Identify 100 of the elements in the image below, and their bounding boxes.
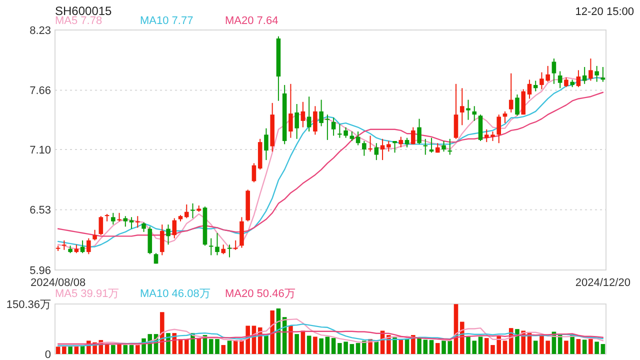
bar [331, 338, 336, 354]
line-series [57, 330, 604, 345]
text: MA5 39.91万 [55, 288, 120, 300]
y-tick-label: 5.96 [30, 264, 51, 277]
bar [392, 337, 397, 354]
y-tick-label: 6.53 [30, 204, 51, 217]
candlestick [190, 202, 195, 219]
bar [576, 339, 581, 354]
candlestick [374, 142, 379, 161]
bar [313, 336, 318, 354]
chart-subtitle: 12-20 15:00 [575, 6, 634, 18]
candlestick [92, 229, 97, 241]
candlestick [594, 65, 599, 82]
candlestick [86, 238, 91, 255]
bar [129, 345, 134, 354]
bar [423, 340, 428, 354]
candlestick [160, 224, 164, 256]
bar [564, 340, 568, 354]
candlestick [588, 58, 593, 82]
candlestick [466, 99, 470, 120]
bar [600, 344, 606, 354]
bar [350, 344, 354, 354]
candlestick [368, 135, 372, 152]
candlestick [264, 128, 268, 161]
candlestick [331, 117, 336, 136]
bar [417, 337, 422, 354]
bar [184, 339, 189, 354]
candlestick [460, 88, 464, 126]
candlestick [515, 94, 520, 116]
candlestick [576, 70, 581, 88]
text: MA10 7.77 [140, 15, 194, 27]
candlestick [123, 216, 128, 228]
bar [136, 345, 140, 354]
bar [502, 340, 508, 354]
candlestick [306, 96, 312, 132]
candlestick [350, 131, 354, 142]
bar [319, 338, 324, 354]
bar [264, 336, 268, 354]
candlestick [442, 140, 446, 152]
bar [356, 343, 360, 354]
candlestick [558, 70, 562, 89]
candlestick [80, 240, 85, 254]
bar [111, 345, 116, 354]
candlestick [142, 222, 146, 232]
bar [435, 343, 440, 354]
bar [306, 336, 312, 354]
candlestick [252, 162, 256, 183]
candlestick [423, 138, 428, 156]
candlestick [454, 83, 458, 140]
bar [411, 335, 416, 354]
candlestick [521, 88, 526, 116]
bar [398, 340, 404, 354]
candlestick [294, 104, 299, 140]
candlestick [300, 101, 306, 128]
candlestick [411, 126, 416, 145]
bar [196, 338, 202, 354]
y-tick-label: 8.23 [30, 24, 51, 37]
bar [404, 339, 410, 354]
candlestick [319, 99, 324, 127]
candlestick [98, 216, 104, 236]
candlestick [417, 118, 422, 145]
candlestick [288, 83, 293, 138]
line-series [57, 323, 604, 346]
candlestick [392, 140, 397, 154]
x-tick-label: 2024/08/08 [30, 276, 86, 289]
bar [270, 310, 274, 354]
bar [588, 339, 593, 354]
bar [221, 345, 226, 354]
bar [300, 330, 306, 354]
bar [429, 340, 434, 354]
bar [533, 340, 538, 354]
bar [582, 340, 587, 354]
bar [374, 342, 379, 354]
bar [123, 345, 128, 354]
candlestick [172, 218, 177, 239]
candlestick [184, 204, 189, 219]
candlestick [472, 106, 477, 122]
x-tick-label: 2024/12/20 [575, 276, 630, 289]
candlestick [508, 72, 514, 113]
bar [166, 333, 170, 354]
candlestick [564, 77, 568, 88]
candlestick [552, 58, 556, 84]
text: MA20 7.64 [225, 15, 278, 27]
candlestick [221, 244, 226, 255]
candlestick [380, 138, 385, 161]
candlestick [527, 79, 532, 100]
candlestick [215, 232, 220, 256]
candlestick [496, 114, 502, 144]
candlestick [313, 106, 318, 136]
bar [478, 336, 483, 354]
text: MA5 7.78 [55, 15, 102, 27]
candlestick [208, 238, 214, 256]
bar [294, 334, 299, 354]
candlestick [111, 212, 116, 226]
candlestick [386, 140, 391, 152]
candlestick [62, 240, 66, 250]
bar [325, 336, 330, 354]
text: MA20 50.46万 [225, 288, 296, 300]
candlestick [166, 224, 170, 246]
bar [515, 329, 520, 354]
